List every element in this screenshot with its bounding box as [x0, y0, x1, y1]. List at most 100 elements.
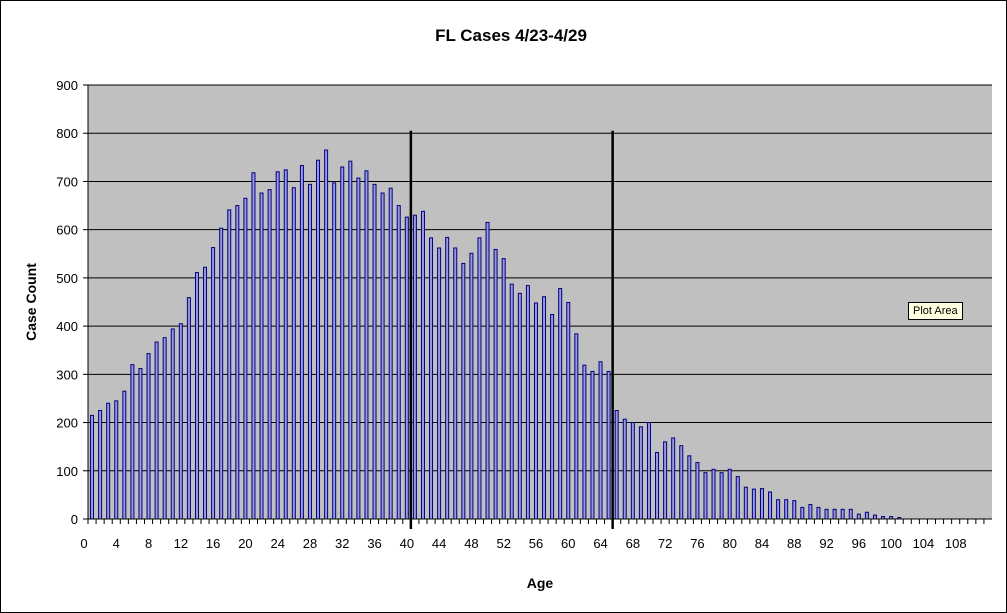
bar-age-44: [445, 236, 450, 520]
x-tick-label: 52: [496, 536, 510, 551]
bar-age-74: [687, 455, 692, 520]
bar-age-83: [759, 488, 764, 520]
x-tick-label: 68: [626, 536, 640, 551]
bar-age-97: [872, 514, 877, 520]
bar-age-46: [461, 262, 466, 520]
bar-age-35: [372, 183, 377, 520]
bar-age-93: [840, 508, 845, 520]
bar-age-13: [194, 272, 199, 520]
bar-age-27: [307, 183, 312, 520]
bar-age-67: [630, 422, 635, 520]
bar-age-66: [622, 418, 627, 520]
x-tick-label: 0: [80, 536, 87, 551]
y-tick-label: 300: [56, 367, 78, 382]
bar-age-19: [243, 197, 248, 520]
x-tick-label: 48: [464, 536, 478, 551]
bar-age-37: [388, 187, 393, 520]
bar-age-92: [832, 508, 837, 520]
x-tick-label: 92: [819, 536, 833, 551]
bar-age-89: [808, 504, 813, 520]
bar-age-29: [324, 149, 329, 520]
bar-age-80: [735, 476, 740, 520]
bar-age-18: [235, 205, 240, 520]
x-tick-label: 96: [852, 536, 866, 551]
bar-age-50: [493, 248, 498, 520]
y-tick-label: 0: [71, 512, 78, 527]
bar-age-94: [848, 508, 853, 520]
bar-age-96: [864, 511, 869, 520]
bar-age-24: [283, 169, 288, 520]
y-tick-label: 600: [56, 223, 78, 238]
bar-age-38: [396, 205, 401, 520]
bar-age-34: [364, 170, 369, 520]
bar-age-12: [186, 297, 191, 520]
bar-age-15: [211, 247, 216, 520]
bar-age-32: [348, 160, 353, 520]
x-tick-label: 20: [238, 536, 252, 551]
bar-age-65: [614, 410, 619, 520]
x-tick-label: 32: [335, 536, 349, 551]
x-tick-label: 76: [690, 536, 704, 551]
y-tick-label: 100: [56, 464, 78, 479]
bar-age-87: [792, 500, 797, 520]
bar-age-8: [154, 341, 159, 520]
x-tick-label: 64: [593, 536, 607, 551]
bar-age-56: [542, 296, 547, 520]
y-tick-label: 800: [56, 126, 78, 141]
bar-age-31: [340, 166, 345, 520]
bar-age-17: [227, 209, 232, 520]
bar-age-11: [178, 323, 183, 520]
bar-age-72: [671, 437, 676, 520]
bar-age-86: [784, 499, 789, 520]
bar-age-55: [533, 302, 538, 520]
bar-age-82: [751, 488, 756, 520]
bar-age-14: [203, 266, 208, 520]
bar-age-23: [275, 171, 280, 520]
bar-age-54: [525, 285, 530, 520]
bar-age-45: [453, 247, 458, 520]
bar-age-73: [679, 445, 684, 520]
bar-age-5: [130, 364, 135, 520]
bar-age-10: [170, 328, 175, 520]
x-tick-label: 80: [722, 536, 736, 551]
y-tick-label: 400: [56, 319, 78, 334]
bar-age-0: [90, 414, 95, 520]
bar-age-9: [162, 337, 167, 520]
bar-age-79: [727, 468, 732, 520]
bar-age-70: [655, 451, 660, 520]
bar-age-91: [824, 508, 829, 520]
bar-age-68: [638, 426, 643, 520]
bar-age-33: [356, 177, 361, 520]
x-tick-label: 108: [945, 536, 967, 551]
bar-age-69: [646, 422, 651, 520]
bar-age-62: [590, 370, 595, 520]
y-tick-label: 900: [56, 78, 78, 93]
x-tick-label: 84: [755, 536, 769, 551]
bar-age-84: [768, 491, 773, 520]
plot-area-tooltip: Plot Area: [908, 302, 963, 320]
bar-age-59: [566, 301, 571, 520]
bar-age-58: [558, 287, 563, 520]
x-tick-label: 100: [880, 536, 902, 551]
bar-age-43: [437, 247, 442, 520]
bar-age-26: [299, 165, 304, 520]
bar-age-49: [485, 221, 490, 520]
bar-age-51: [501, 258, 506, 520]
bar-age-71: [663, 441, 668, 520]
plot-area[interactable]: [88, 85, 992, 519]
bar-age-76: [703, 472, 708, 520]
y-tick-label: 500: [56, 271, 78, 286]
x-tick-label: 12: [174, 536, 188, 551]
bar-age-90: [816, 506, 821, 520]
bar-age-21: [259, 192, 264, 520]
bar-age-16: [219, 227, 224, 520]
y-tick-label: 200: [56, 416, 78, 431]
bar-age-95: [856, 513, 861, 520]
bar-age-78: [719, 472, 724, 520]
bar-age-88: [800, 506, 805, 520]
bar-age-81: [743, 486, 748, 520]
bar-age-3: [114, 400, 119, 520]
x-tick-label: 28: [303, 536, 317, 551]
bar-age-63: [598, 361, 603, 520]
x-axis-title: Age: [527, 575, 554, 591]
